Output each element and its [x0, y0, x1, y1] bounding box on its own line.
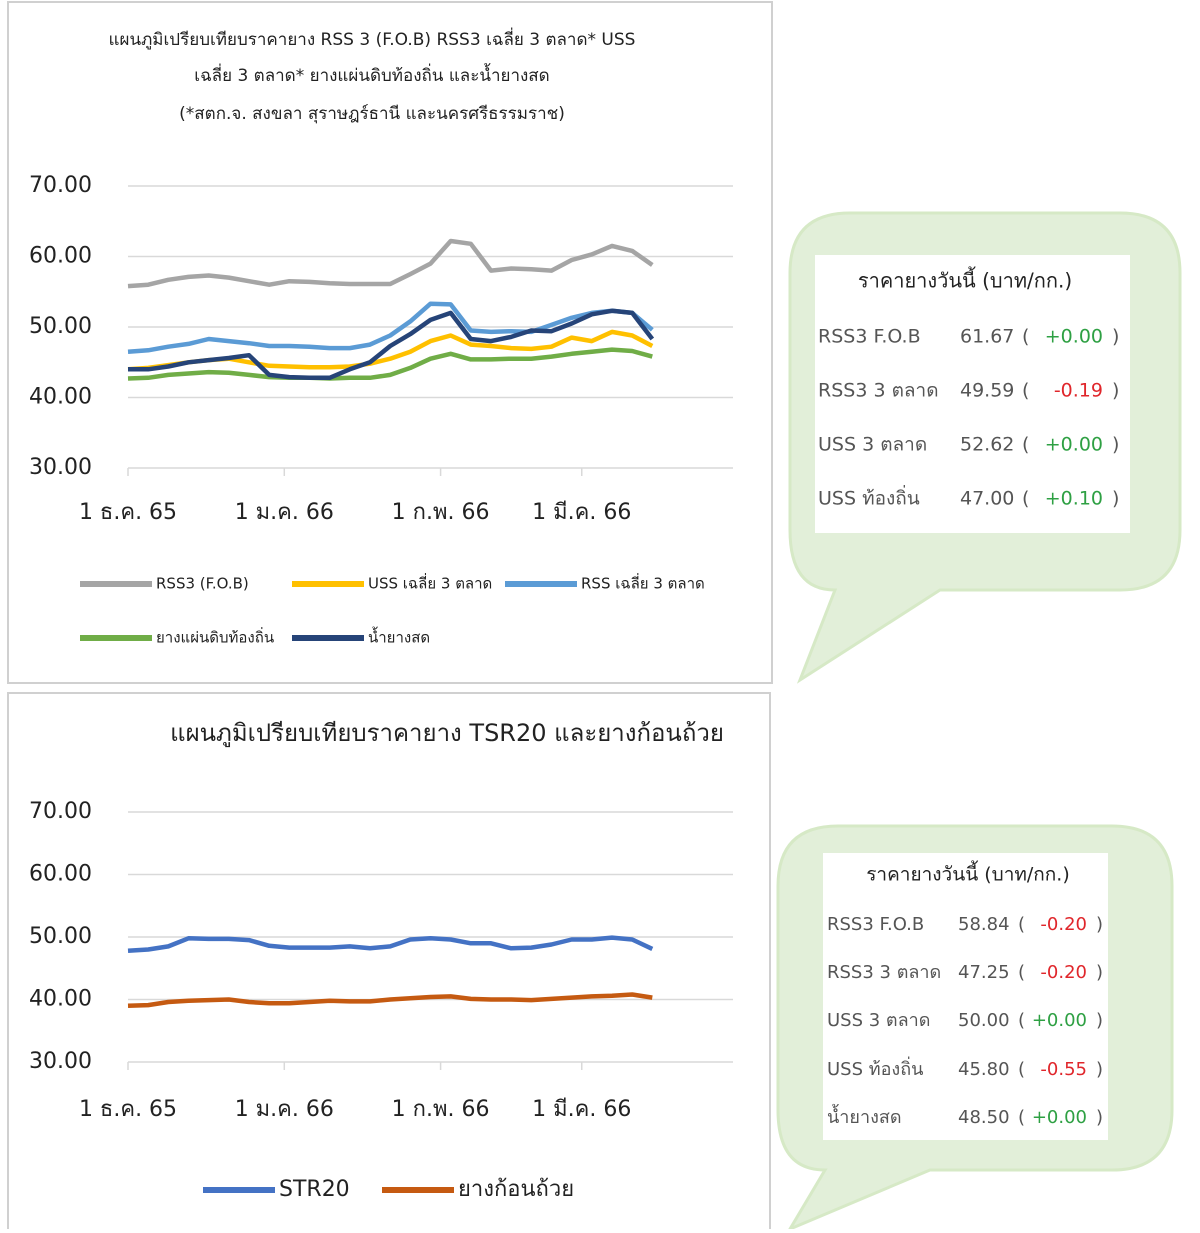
row-name: RSS3 F.O.B: [827, 914, 924, 935]
paren: (: [1022, 380, 1029, 402]
paren: (: [1022, 434, 1029, 456]
chart-frame: [7, 692, 771, 1233]
row-price: 48.50: [958, 1107, 1010, 1128]
paren: ): [1096, 1059, 1103, 1080]
row-change: +0.00: [1032, 1010, 1087, 1031]
y-tick-label: 40.00: [29, 385, 92, 410]
y-tick-label: 60.00: [29, 862, 92, 887]
row-price: 52.62: [960, 434, 1014, 456]
paren: (: [1022, 326, 1029, 348]
paren: ): [1112, 326, 1119, 348]
y-tick-label: 30.00: [29, 455, 92, 480]
y-tick-label: 30.00: [29, 1049, 92, 1074]
row-name: RSS3 3 ตลาด: [827, 962, 941, 983]
legend-label: น้ำยางสด: [368, 627, 430, 647]
chart-title: แผนภูมิเปรียบเทียบราคายาง TSR20 และยางก้…: [170, 719, 724, 748]
row-change: +0.00: [1045, 326, 1103, 348]
row-price: 47.25: [958, 962, 1010, 983]
y-tick-label: 50.00: [29, 314, 92, 339]
paren: (: [1018, 914, 1025, 935]
y-tick-label: 70.00: [29, 799, 92, 824]
chart-title: แผนภูมิเปรียบเทียบราคายาง RSS 3 (F.O.B) …: [109, 27, 636, 50]
row-change: -0.20: [1040, 962, 1087, 983]
data-line: [127, 301, 654, 354]
x-tick-label: 1 ก.พ. 66: [392, 500, 490, 525]
x-tick-label: 1 ก.พ. 66: [392, 1097, 490, 1122]
x-tick-label: 1 มี.ค. 66: [532, 500, 631, 525]
data-line: [128, 308, 655, 381]
paren: (: [1018, 1059, 1025, 1080]
row-name: RSS3 F.O.B: [818, 326, 921, 348]
paren: (: [1018, 1010, 1025, 1031]
paren: ): [1096, 1010, 1103, 1031]
data-line: [127, 238, 654, 289]
row-change: +0.00: [1045, 434, 1103, 456]
legend-label: ยางแผ่นดิบท้องถิ่น: [156, 627, 274, 647]
x-tick-label: 1 ธ.ค. 65: [79, 500, 177, 525]
legend-label: USS เฉลี่ย 3 ตลาด: [368, 573, 492, 593]
x-tick-label: 1 ม.ค. 66: [235, 1097, 334, 1122]
row-change: -0.55: [1040, 1059, 1087, 1080]
legend-label: ยางก้อนถ้วย: [458, 1177, 574, 1202]
callout-table: [823, 853, 1108, 1140]
row-price: 61.67: [960, 326, 1014, 348]
row-name: USS 3 ตลาด: [827, 1010, 930, 1031]
legend-label: RSS3 (F.O.B): [156, 575, 249, 593]
row-change: +0.00: [1032, 1107, 1087, 1128]
chart-title: เฉลี่ย 3 ตลาด* ยางแผ่นดิบท้องถิ่น และน้ำ…: [194, 63, 549, 86]
row-name: USS ท้องถิ่น: [827, 1056, 923, 1080]
row-price: 47.00: [960, 488, 1014, 510]
y-tick-label: 70.00: [29, 173, 92, 198]
x-tick-label: 1 มี.ค. 66: [532, 1097, 631, 1122]
row-name: USS 3 ตลาด: [818, 434, 927, 456]
row-price: 58.84: [958, 914, 1010, 935]
paren: ): [1112, 488, 1119, 510]
data-line: [127, 992, 653, 1009]
paren: (: [1018, 1107, 1025, 1128]
row-change: +0.10: [1045, 488, 1103, 510]
row-change: -0.19: [1054, 380, 1103, 402]
row-price: 49.59: [960, 380, 1014, 402]
row-name: RSS3 3 ตลาด: [818, 380, 939, 402]
paren: ): [1096, 914, 1103, 935]
legend-label: RSS เฉลี่ย 3 ตลาด: [581, 573, 705, 593]
paren: ): [1112, 380, 1119, 402]
chart-subtitle: (*สตก.จ. สงขลา สุราษฎร์ธานี และนครศรีธรร…: [179, 104, 565, 124]
panel-title: ราคายางวันนี้ (บาท/กก.): [866, 861, 1070, 886]
legend-label: STR20: [279, 1177, 350, 1202]
row-name: USS ท้องถิ่น: [818, 485, 920, 510]
paren: (: [1018, 962, 1025, 983]
x-tick-label: 1 ธ.ค. 65: [79, 1097, 177, 1122]
y-tick-label: 60.00: [29, 244, 92, 269]
paren: (: [1022, 488, 1029, 510]
x-tick-label: 1 ม.ค. 66: [235, 500, 334, 525]
panel-title: ราคายางวันนี้ (บาท/กก.): [858, 267, 1072, 293]
callout-table: [815, 255, 1130, 533]
data-line: [127, 935, 654, 954]
row-change: -0.20: [1040, 914, 1087, 935]
data-line: [127, 347, 653, 381]
row-name: น้ำยางสด: [827, 1104, 902, 1128]
paren: ): [1096, 962, 1103, 983]
y-tick-label: 40.00: [29, 987, 92, 1012]
paren: ): [1112, 434, 1119, 456]
y-tick-label: 50.00: [29, 924, 92, 949]
row-price: 50.00: [958, 1010, 1010, 1031]
row-price: 45.80: [958, 1059, 1010, 1080]
paren: ): [1096, 1107, 1103, 1128]
